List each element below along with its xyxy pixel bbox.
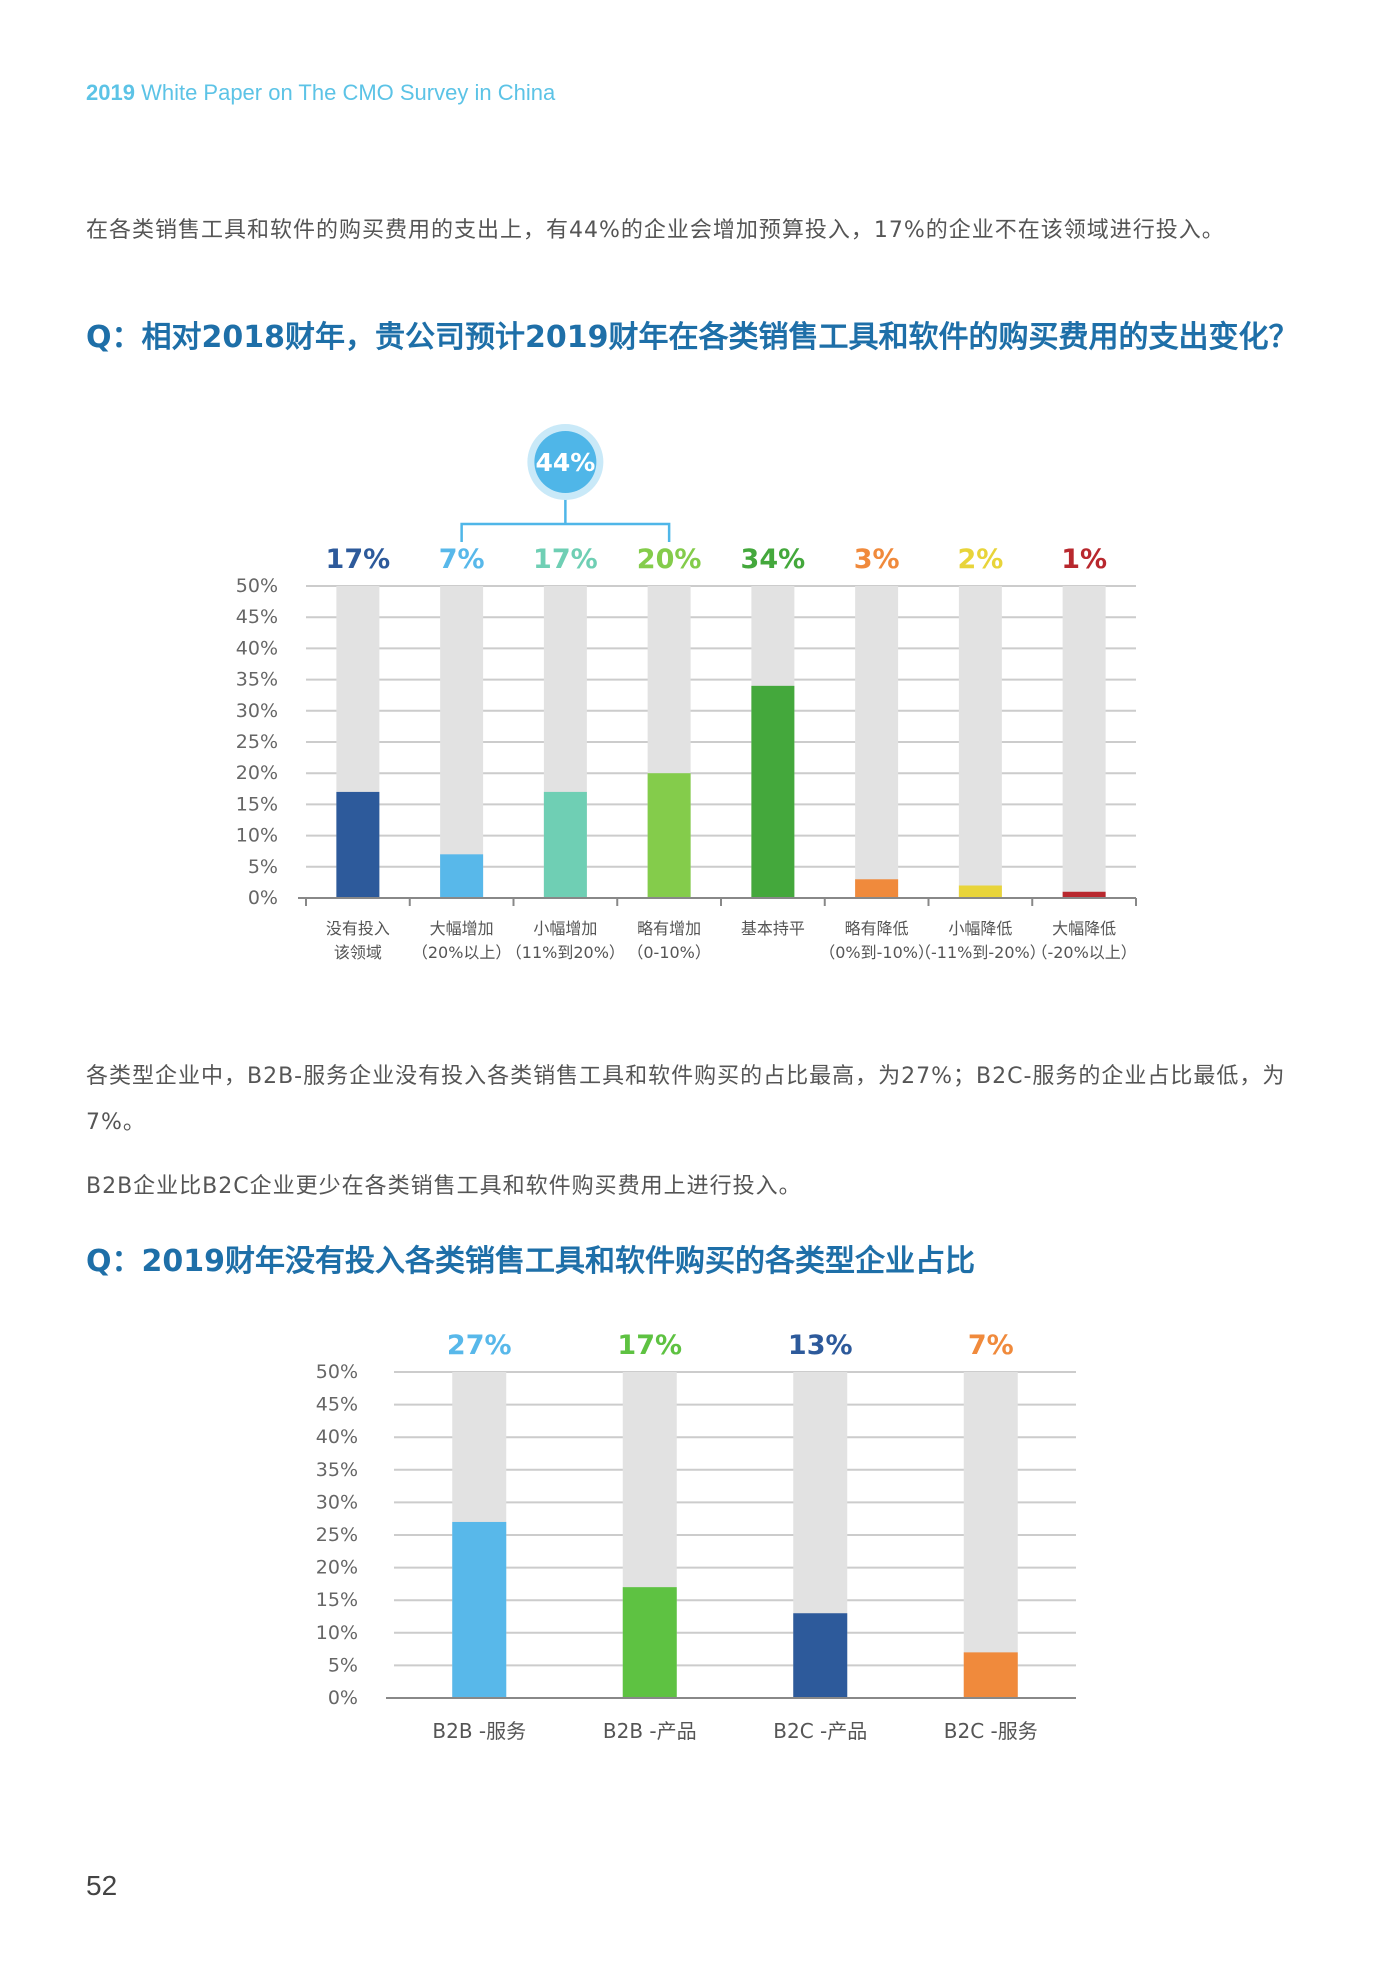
- value-label: 34%: [741, 544, 806, 575]
- annotation-circle: [534, 431, 597, 493]
- value-label: 2%: [957, 544, 1003, 575]
- y-tick-label: 5%: [248, 856, 278, 878]
- y-tick-label: 30%: [316, 1491, 358, 1513]
- y-tick-label: 30%: [236, 700, 278, 722]
- background-bar: [1062, 586, 1106, 898]
- category-label: 没有投入: [326, 919, 390, 938]
- category-label: 小幅增加: [533, 919, 597, 938]
- y-tick-label: 35%: [236, 669, 278, 691]
- value-label: 17%: [326, 544, 391, 575]
- data-bar: [963, 1652, 1018, 1698]
- y-tick-label: 25%: [236, 731, 278, 753]
- data-bar: [622, 1587, 677, 1698]
- y-tick-label: 15%: [236, 793, 278, 815]
- intro-paragraph-2: 各类型企业中，B2B-服务企业没有投入各类销售工具和软件购买的占比最高，为27%…: [86, 1064, 1286, 1135]
- y-tick-label: 15%: [316, 1589, 358, 1611]
- category-label: B2C -产品: [773, 1719, 867, 1743]
- annotation-label: 44%: [535, 448, 595, 477]
- category-label: B2B -服务: [432, 1719, 526, 1743]
- data-bar: [793, 1613, 848, 1698]
- y-tick-label: 40%: [316, 1426, 358, 1448]
- header-title: White Paper on The CMO Survey in China: [134, 80, 556, 105]
- category-label: （20%以上）: [412, 943, 512, 962]
- category-label: 基本持平: [741, 919, 805, 938]
- question-2-title: Q：2019财年没有投入各类销售工具和软件购买的各类型企业占比: [86, 1244, 975, 1279]
- y-tick-label: 10%: [236, 825, 278, 847]
- category-label: 略有增加: [637, 919, 701, 938]
- y-tick-label: 45%: [236, 606, 278, 628]
- category-label: B2B -产品: [603, 1719, 697, 1743]
- y-tick-label: 0%: [248, 887, 278, 909]
- y-tick-label: 50%: [316, 1361, 358, 1383]
- category-label: 大幅增加: [430, 919, 494, 938]
- value-label: 13%: [788, 1330, 853, 1361]
- chart-spending-change: 0% 5% 10% 15% 20% 25% 30% 35% 40% 45% 50% 17% 没有投入该领…: [236, 424, 1137, 962]
- page-number: 52: [86, 1870, 118, 1901]
- annotation-bracket: [460, 522, 671, 542]
- background-bar: [440, 586, 484, 898]
- data-bar: [543, 791, 587, 898]
- question-1-title: Q：相对2018财年，贵公司预计2019财年在各类销售工具和软件的购买费用的支出…: [86, 320, 1299, 355]
- y-tick-label: 20%: [316, 1557, 358, 1579]
- value-label: 27%: [447, 1330, 512, 1361]
- chart-no-investment-by-type: 0% 5% 10% 15% 20% 25% 30% 35% 40% 45% 50% 27% B2B -服…: [316, 1330, 1076, 1743]
- category-label: B2C -服务: [944, 1719, 1038, 1743]
- data-bar: [647, 773, 691, 898]
- header-year: 2019: [86, 80, 135, 105]
- value-label: 17%: [617, 1330, 682, 1361]
- y-tick-label: 20%: [236, 762, 278, 784]
- category-label: （-11%到-20%）: [915, 943, 1046, 962]
- category-label: 该领域: [334, 943, 382, 962]
- page-header: 2019 White Paper on The CMO Survey in Ch…: [86, 80, 555, 106]
- data-bar: [958, 885, 1002, 898]
- y-tick-label: 45%: [316, 1394, 358, 1416]
- background-bar: [855, 586, 899, 898]
- category-label: 小幅降低: [948, 919, 1012, 938]
- category-label: （0-10%）: [627, 943, 711, 962]
- category-label: 略有降低: [845, 919, 909, 938]
- y-tick-label: 40%: [236, 637, 278, 659]
- data-bar: [1062, 891, 1106, 898]
- data-bar: [751, 685, 795, 898]
- data-bar: [452, 1521, 507, 1698]
- value-label: 7%: [968, 1330, 1014, 1361]
- y-tick-label: 5%: [328, 1654, 358, 1676]
- category-label: （11%到20%）: [506, 943, 625, 962]
- category-label: （-20%以上）: [1031, 943, 1136, 962]
- value-label: 3%: [854, 544, 900, 575]
- value-label: 7%: [439, 544, 485, 575]
- value-label: 17%: [533, 544, 598, 575]
- data-bar: [440, 854, 484, 898]
- category-label: （0%到-10%）: [819, 943, 934, 962]
- intro-paragraph-1: 在各类销售工具和软件的购买费用的支出上，有44%的企业会增加预算投入，17%的企…: [86, 218, 1225, 243]
- background-bar: [963, 1372, 1018, 1698]
- y-tick-label: 0%: [328, 1687, 358, 1709]
- value-label: 20%: [637, 544, 702, 575]
- background-bar: [958, 586, 1002, 898]
- y-tick-label: 25%: [316, 1524, 358, 1546]
- value-label: 1%: [1061, 544, 1107, 575]
- intro-paragraph-3: B2B企业比B2C企业更少在各类销售工具和软件购买费用上进行投入。: [86, 1174, 802, 1199]
- category-label: 大幅降低: [1052, 919, 1116, 938]
- data-bar: [855, 879, 899, 898]
- data-bar: [336, 791, 380, 898]
- y-tick-label: 50%: [236, 575, 278, 597]
- y-tick-label: 10%: [316, 1622, 358, 1644]
- y-tick-label: 35%: [316, 1459, 358, 1481]
